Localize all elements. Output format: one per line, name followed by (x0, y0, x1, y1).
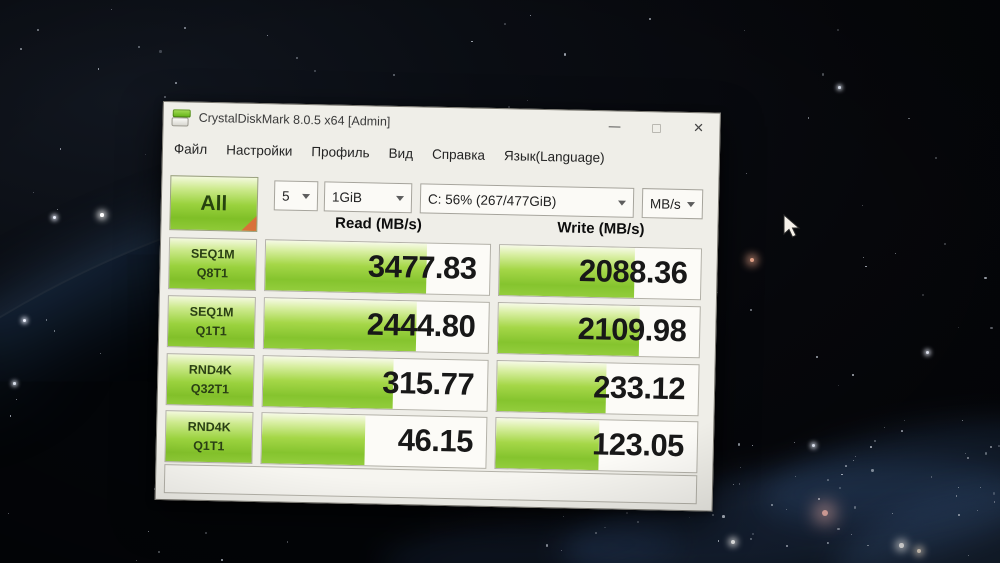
read-bar (262, 356, 394, 409)
unit-select[interactable]: MB/s (641, 188, 704, 220)
close-button[interactable]: ✕ (677, 113, 720, 144)
test-label[interactable]: RND4K Q32T1 (165, 353, 255, 407)
menu-item-settings[interactable]: Настройки (226, 142, 293, 159)
maximize-button[interactable]: □ (635, 112, 678, 143)
write-result-cell: 233.12 (495, 360, 700, 417)
profile-corner-triangle (241, 215, 257, 231)
read-result-cell: 2444.80 (262, 297, 490, 354)
menu-item-language[interactable]: Язык(Language) (503, 148, 605, 166)
menu-item-help[interactable]: Справка (431, 146, 486, 163)
app-icon (171, 108, 191, 127)
result-row-seq1m-q8t1: SEQ1M Q8T1 3477.83 2088.36 (160, 237, 717, 301)
write-result-cell: 2109.98 (496, 302, 701, 359)
chevron-down-icon (301, 193, 311, 199)
chevron-down-icon (617, 200, 627, 206)
read-header: Read (MB/s) (334, 214, 422, 233)
write-bar (496, 361, 607, 414)
test-label[interactable]: SEQ1M Q1T1 (166, 295, 256, 349)
write-bar (495, 418, 599, 471)
window-controls: — □ ✕ (593, 111, 720, 144)
result-row-rnd4k-q32t1: RND4K Q32T1 315.77 233.12 (158, 353, 715, 417)
write-result-cell: 2088.36 (497, 244, 703, 301)
chevron-down-icon (395, 195, 405, 201)
read-result-cell: 315.77 (261, 355, 489, 412)
menu-item-profile[interactable]: Профиль (311, 144, 370, 161)
minimize-button[interactable]: — (593, 111, 636, 142)
write-result-cell: 123.05 (494, 417, 699, 474)
menu-item-view[interactable]: Вид (388, 145, 414, 162)
test-label[interactable]: RND4K Q1T1 (164, 410, 254, 464)
read-result-cell: 3477.83 (264, 239, 492, 296)
test-label[interactable]: SEQ1M Q8T1 (168, 237, 258, 291)
all-button-label: All (200, 191, 228, 215)
crystaldiskmark-window: CrystalDiskMark 8.0.5 x64 [Admin] — □ ✕ … (154, 101, 721, 512)
read-result-cell: 46.15 (260, 412, 488, 469)
write-header: Write (MB/s) (557, 218, 645, 238)
result-row-seq1m-q1t1: SEQ1M Q1T1 2444.80 2109.98 (159, 295, 716, 359)
chevron-down-icon (686, 201, 696, 207)
test-size-select[interactable]: 1GiB (323, 181, 413, 214)
mouse-cursor (783, 214, 801, 238)
window-title: CrystalDiskMark 8.0.5 x64 [Admin] (198, 110, 391, 129)
read-bar (261, 413, 366, 466)
result-row-rnd4k-q1t1: RND4K Q1T1 46.15 123.05 (156, 410, 713, 474)
test-count-select[interactable]: 5 (273, 180, 319, 212)
all-button[interactable]: All (169, 175, 259, 233)
menu-item-file[interactable]: Файл (173, 141, 208, 157)
